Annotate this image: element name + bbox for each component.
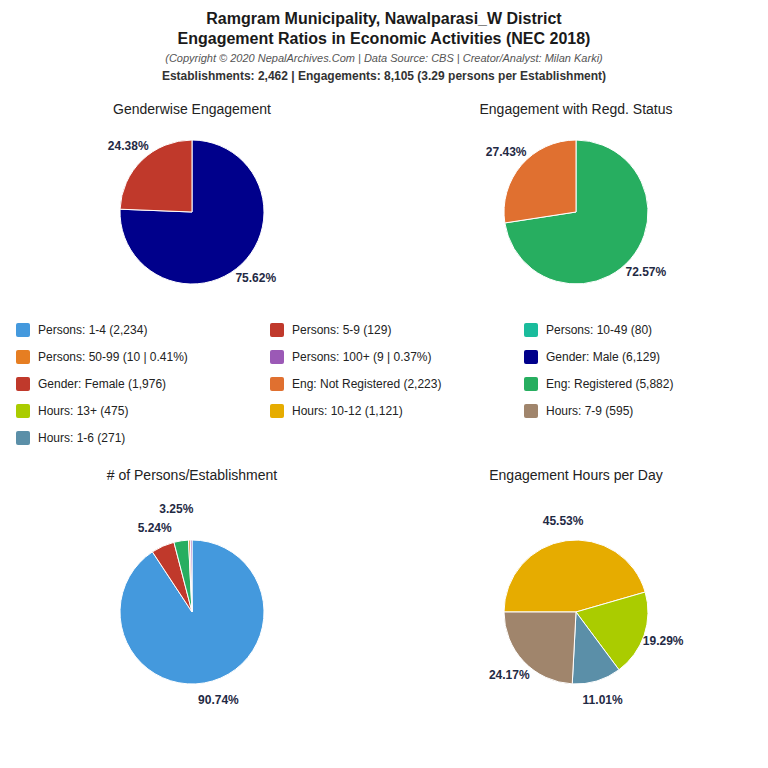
data-labels: 72.57% 27.43%	[486, 145, 667, 279]
legend-entry: Hours: 10-12 (1,121)	[270, 404, 403, 418]
legend-swatch	[16, 404, 30, 418]
legend-label: Persons: 50-99 (10 | 0.41%)	[38, 350, 188, 364]
legend: Persons: 1-4 (2,234) Persons: 5-9 (129) Pe…	[16, 323, 673, 445]
legend-label: Persons: 100+ (9 | 0.37%)	[292, 350, 432, 364]
legend-entry: Persons: 5-9 (129)	[270, 323, 391, 337]
data-label: 19.29%	[643, 634, 684, 648]
legend-label: Gender: Male (6,129)	[546, 350, 660, 364]
legend-entry: Hours: 7-9 (595)	[524, 404, 633, 418]
legend-swatch	[524, 323, 538, 337]
legend-swatch	[270, 350, 284, 364]
title: Ramgram Municipality, Nawalparasi_W Dist…	[206, 10, 562, 27]
legend-entry: Persons: 100+ (9 | 0.37%)	[270, 350, 432, 364]
legend-label: Persons: 1-4 (2,234)	[38, 323, 147, 337]
data-label: 90.74%	[198, 693, 239, 707]
legend-entry: Persons: 10-49 (80)	[524, 323, 652, 337]
data-labels: 45.53% 19.29% 11.01% 24.17%	[489, 514, 684, 707]
legend-label: Eng: Registered (5,882)	[546, 377, 673, 391]
title: Engagement Ratios in Economic Activities…	[178, 30, 591, 47]
data-label: 5.24%	[138, 521, 172, 535]
pie-title: Genderwise Engagement	[113, 101, 271, 117]
chart-canvas: Ramgram Municipality, Nawalparasi_W Dist…	[0, 0, 768, 768]
data-labels: 90.74% 5.24% 3.25%	[138, 502, 239, 707]
legend-label: Persons: 5-9 (129)	[292, 323, 391, 337]
legend-entry: Gender: Male (6,129)	[524, 350, 660, 364]
legend-entry: Hours: 13+ (475)	[16, 404, 128, 418]
legend-entry: Persons: 1-4 (2,234)	[16, 323, 147, 337]
legend-label: Persons: 10-49 (80)	[546, 323, 652, 337]
legend-swatch	[270, 323, 284, 337]
annotation: Establishments: 2,462 | Engagements: 8,1…	[162, 69, 606, 83]
legend-label: Eng: Not Registered (2,223)	[292, 377, 441, 391]
slices	[120, 140, 264, 284]
data-label: 72.57%	[625, 265, 666, 279]
pie-slice	[174, 540, 192, 612]
data-label: 11.01%	[583, 693, 623, 707]
data-label: 24.38%	[108, 139, 149, 153]
pie-slice	[505, 140, 648, 284]
pie-slice	[120, 140, 264, 284]
data-label: 24.17%	[489, 668, 530, 682]
legend-label: Hours: 10-12 (1,121)	[292, 404, 403, 418]
slices	[504, 140, 648, 284]
legend-label: Hours: 13+ (475)	[38, 404, 128, 418]
legend-swatch	[524, 377, 538, 391]
legend-entry: Eng: Registered (5,882)	[524, 377, 673, 391]
legend-swatch	[16, 323, 30, 337]
legend-entry: Gender: Female (1,976)	[16, 377, 166, 391]
legend-swatch	[270, 404, 284, 418]
pie-chart: Engagement Hours per Day 45.53% 19.29% 11.0…	[489, 467, 684, 707]
data-label: 3.25%	[159, 502, 193, 516]
legend-label: Hours: 7-9 (595)	[546, 404, 633, 418]
pie-chart: # of Persons/Establishment 90.74% 5.24% 3.2…	[107, 467, 278, 707]
pie-slice	[120, 540, 264, 684]
data-labels: 75.62% 24.38%	[108, 139, 277, 286]
legend-swatch	[524, 404, 538, 418]
pie-title: # of Persons/Establishment	[107, 467, 278, 483]
pie-slice	[188, 540, 192, 612]
legend-swatch	[270, 377, 284, 391]
data-label: 75.62%	[235, 271, 276, 285]
subtitle: (Copyright © 2020 NepalArchives.Com | Da…	[165, 52, 603, 64]
pie-slice	[190, 540, 192, 612]
slices	[120, 540, 264, 684]
data-label: 27.43%	[486, 145, 527, 159]
pie-chart: Genderwise Engagement 75.62% 24.38%	[108, 101, 277, 285]
pie-title: Engagement with Regd. Status	[479, 101, 672, 117]
legend-entry: Hours: 1-6 (271)	[16, 431, 125, 445]
pie-chart: Engagement with Regd. Status 72.57% 27.43%	[479, 101, 672, 284]
legend-swatch	[16, 431, 30, 445]
data-label: 45.53%	[543, 514, 584, 528]
slices	[504, 540, 648, 684]
pie-title: Engagement Hours per Day	[489, 467, 663, 483]
pie-slice	[572, 612, 619, 684]
legend-swatch	[524, 350, 538, 364]
legend-swatch	[16, 350, 30, 364]
legend-entry: Eng: Not Registered (2,223)	[270, 377, 441, 391]
header: Ramgram Municipality, Nawalparasi_W Dist…	[162, 10, 606, 83]
legend-label: Gender: Female (1,976)	[38, 377, 166, 391]
legend-swatch	[16, 377, 30, 391]
legend-entry: Persons: 50-99 (10 | 0.41%)	[16, 350, 188, 364]
legend-label: Hours: 1-6 (271)	[38, 431, 125, 445]
